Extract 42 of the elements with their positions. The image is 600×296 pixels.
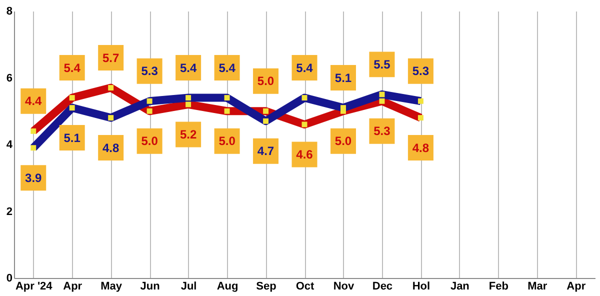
x-tick-label: May <box>100 280 123 292</box>
data-label: 5.1 <box>64 130 81 145</box>
y-tick-label: 2 <box>6 206 12 218</box>
data-label: 5.0 <box>257 74 274 88</box>
data-label: 5.4 <box>296 60 314 75</box>
x-tick-label: Jan <box>450 280 470 292</box>
y-tick-label: 4 <box>6 139 14 151</box>
data-label: 5.1 <box>334 70 352 85</box>
data-label: 3.9 <box>25 170 42 185</box>
y-tick-label: 0 <box>6 272 12 284</box>
data-label: 5.3 <box>374 124 391 138</box>
data-label: 5.5 <box>374 57 391 72</box>
x-tick-label: Mar <box>528 280 548 292</box>
data-label: 5.7 <box>102 50 120 65</box>
x-tick-label: Apr '24 <box>15 280 54 292</box>
data-label: 5.3 <box>141 64 158 78</box>
data-label: 5.4 <box>64 60 81 75</box>
data-label: 5.0 <box>141 134 158 148</box>
x-tick-label: Apr <box>566 280 586 292</box>
x-tick-label: Jun <box>140 280 160 292</box>
y-tick-label: 6 <box>6 72 12 84</box>
x-tick-label: Oct <box>296 280 314 292</box>
x-tick-label: Hol <box>412 280 430 292</box>
data-label: 4.6 <box>296 147 314 162</box>
x-tick-label: Feb <box>488 280 509 292</box>
x-tick-label: Nov <box>333 280 356 292</box>
data-label: 5.2 <box>180 127 197 142</box>
data-label: 5.0 <box>334 134 352 148</box>
x-tick-label: Aug <box>216 280 238 292</box>
data-label: 4.7 <box>257 144 274 158</box>
data-label: 4.8 <box>412 140 430 155</box>
data-label: 5.3 <box>412 64 430 78</box>
x-tick-label: Apr <box>63 280 83 292</box>
data-label: 5.4 <box>180 60 197 75</box>
x-tick-label: Jul <box>180 280 197 292</box>
data-label: 5.4 <box>218 60 236 75</box>
data-label: 5.0 <box>218 134 236 148</box>
y-tick-label: 8 <box>6 6 12 18</box>
x-tick-label: Dec <box>372 280 393 292</box>
data-label: 4.4 <box>25 94 42 108</box>
x-tick-label: Sep <box>256 280 277 292</box>
data-label: 4.8 <box>102 140 120 155</box>
